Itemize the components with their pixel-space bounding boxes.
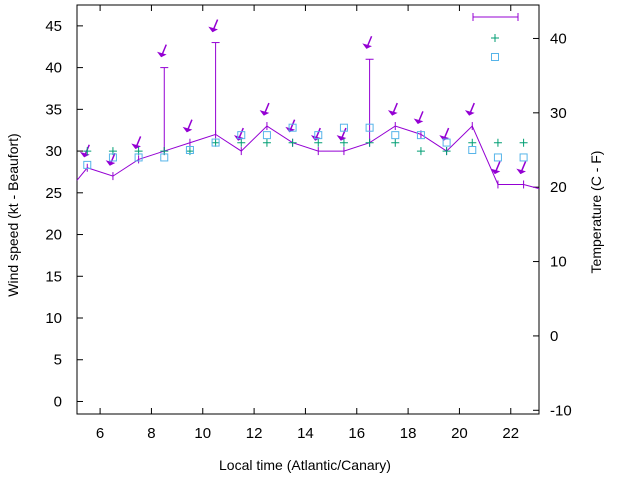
x-tick-label: 22 [502,425,519,442]
temperature-point [339,123,348,132]
legend [472,13,519,61]
pressure-point [262,138,271,147]
wind-arrow-head [387,110,398,116]
temperature-point [134,153,143,162]
pressure-point [339,138,348,147]
pressure-point [83,147,92,156]
pressure-point [391,138,400,147]
pressure-point [237,138,246,147]
x-tick-label: 12 [246,425,263,442]
wind-arrow-head [182,126,193,133]
y-tick-label: 25 [45,185,62,202]
x-tick-label: 10 [194,425,211,442]
pressure-point [416,147,425,156]
pressure-point [314,138,323,147]
x-tick-label: 16 [348,425,365,442]
pressure-series [83,138,528,156]
y-axis-label: Wind speed (kt - Beaufort) [5,133,21,296]
y-tick-label: 0 [54,393,62,410]
x-tick-label: 14 [297,425,314,442]
y-axis-right: -10 0 10 20 30 40 [533,30,572,419]
legend-swatch-pressure [491,34,499,42]
temperature-point [288,123,297,132]
wind-arrow-head [105,160,116,166]
y-tick-label: 40 [45,60,62,77]
wind-line [76,125,540,190]
y2-tick-label: 20 [550,179,567,196]
x-tick-label: 20 [451,425,468,442]
temperature-point [237,131,246,140]
temperature-point [160,153,169,162]
temperature-series [83,123,528,169]
pressure-point [288,138,297,147]
pressure-point [365,138,374,147]
temperature-point [493,153,502,162]
wind-arrow-head [259,110,270,116]
y2-tick-label: -10 [550,402,572,419]
wind-direction-arrows [79,19,527,175]
y-tick-label: 45 [45,18,62,35]
temperature-point [416,131,425,140]
x-axis: 6 8 10 12 14 16 18 20 22 [96,5,519,442]
temperature-point [442,138,451,147]
temperature-point [391,131,400,140]
plot-border [76,4,540,415]
x-tick-label: 18 [400,425,417,442]
y-tick-label: 15 [45,268,62,285]
y-tick-label: 20 [45,227,62,244]
wind-arrow-head [79,151,90,158]
wind-arrow-head [208,26,218,33]
temperature-point [365,123,374,132]
y-tick-label: 35 [45,101,62,118]
wind-arrow-head [490,168,501,175]
pressure-point [493,138,502,147]
y2-tick-label: 10 [550,254,567,271]
y2-axis-label: Temperature (C - F) [588,151,604,274]
gust-lines [160,42,374,152]
wind-arrow-head [464,110,475,116]
x-tick-label: 8 [147,425,155,442]
wind-arrow-head [156,51,167,58]
x-axis-label: Local time (Atlantic/Canary) [219,457,391,473]
temperature-point [83,160,92,169]
temperature-point [211,138,220,147]
wind-arrow-head [362,43,372,49]
pressure-point [211,138,220,147]
temperature-point [314,131,323,140]
y-tick-label: 30 [45,143,62,160]
x-tick-label: 6 [96,425,104,442]
y2-tick-label: 40 [550,30,567,47]
pressure-point [468,138,477,147]
plot-frame [76,4,540,415]
y-axis-left: 0 5 10 15 20 25 30 35 40 45 [45,18,83,410]
y-tick-label: 10 [45,310,62,327]
y2-tick-label: 30 [550,105,567,122]
temperature-point [468,146,477,155]
temperature-point [519,153,528,162]
temperature-point [262,131,271,140]
wind-arrow-head [131,143,141,150]
wind-arrow-head [516,168,526,175]
y-tick-label: 5 [54,352,62,369]
legend-swatch-temperature [491,53,499,61]
temperature-point [108,153,117,162]
wind-arrow-head [413,118,424,125]
y2-tick-label: 0 [550,328,558,345]
wind-arrow-head [336,135,347,141]
temperature-point [185,146,194,155]
pressure-point [519,138,528,147]
pressure-point [442,147,451,156]
wind-series [76,122,540,190]
